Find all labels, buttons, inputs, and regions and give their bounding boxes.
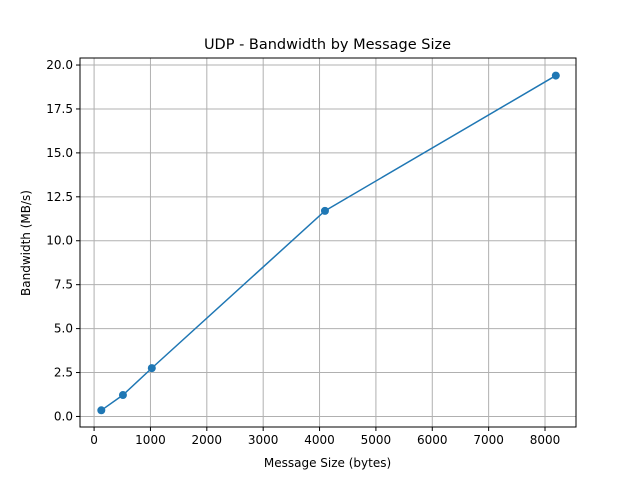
data-point <box>147 364 156 373</box>
y-tick-label: 7.5 <box>54 278 73 292</box>
data-point <box>118 391 127 400</box>
chart-title: UDP - Bandwidth by Message Size <box>204 37 451 53</box>
x-tick-label: 0 <box>90 433 98 447</box>
y-tick-label: 2.5 <box>54 366 73 380</box>
grid <box>80 58 576 427</box>
x-axis-ticks: 0 1000 2000 3000 4000 5000 6000 7000 8000 <box>90 427 560 447</box>
y-tick-label: 20.0 <box>46 58 73 72</box>
x-tick-label: 4000 <box>304 433 335 447</box>
y-tick-label: 17.5 <box>46 102 73 116</box>
series-marker-layer <box>97 71 560 415</box>
x-tick-label: 1000 <box>135 433 166 447</box>
series-line <box>100 74 557 411</box>
data-point <box>320 206 329 215</box>
series-line-layer <box>100 74 557 411</box>
x-tick-label: 8000 <box>530 433 561 447</box>
y-tick-label: 10.0 <box>46 234 73 248</box>
x-tick-label: 3000 <box>248 433 279 447</box>
y-axis-ticks: 0.0 2.5 5.0 7.5 10.0 12.5 15.0 17.5 20.0 <box>46 58 80 423</box>
y-axis-label: Bandwidth (MB/s) <box>19 190 33 296</box>
x-tick-label: 2000 <box>192 433 223 447</box>
y-tick-label: 0.0 <box>54 409 73 423</box>
x-tick-label: 5000 <box>361 433 392 447</box>
x-axis-label: Message Size (bytes) <box>264 456 391 470</box>
x-tick-label: 6000 <box>417 433 448 447</box>
y-tick-label: 15.0 <box>46 146 73 160</box>
plot-frame <box>79 57 577 428</box>
y-tick-label: 5.0 <box>54 322 73 336</box>
y-tick-label: 12.5 <box>46 190 73 204</box>
data-point <box>551 71 560 80</box>
x-tick-label: 7000 <box>473 433 504 447</box>
data-point <box>97 406 106 415</box>
